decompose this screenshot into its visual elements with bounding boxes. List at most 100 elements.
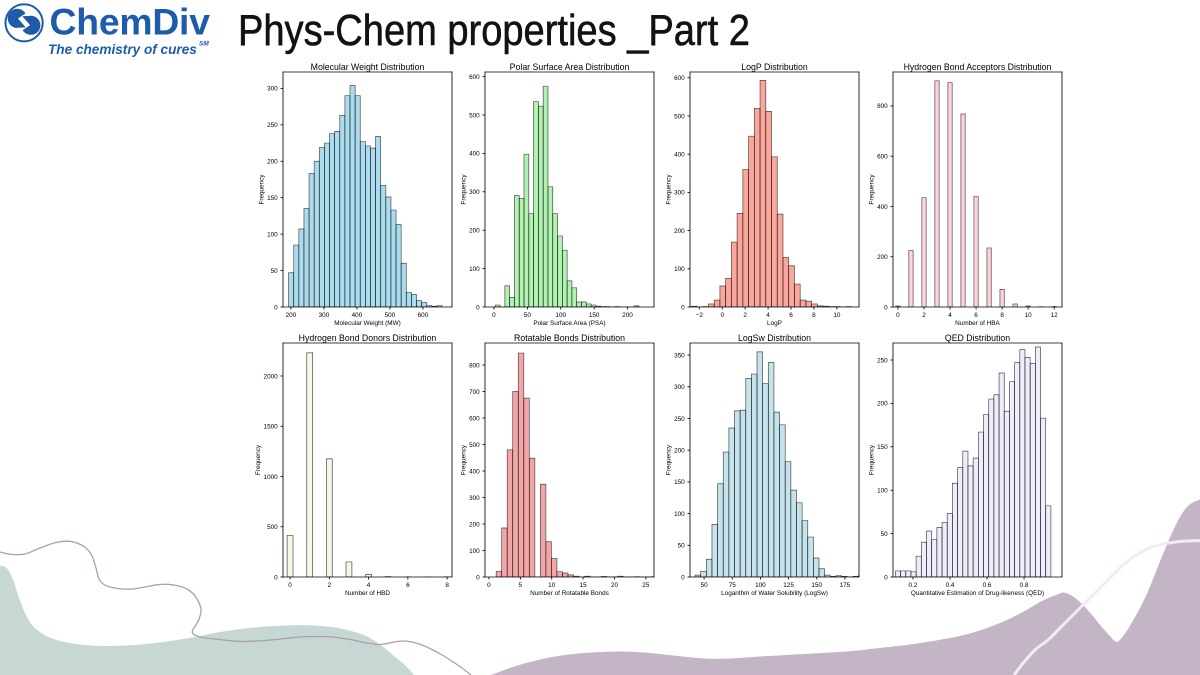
svg-text:0: 0: [884, 304, 888, 311]
svg-text:200: 200: [469, 228, 480, 235]
svg-text:Number of HBA: Number of HBA: [955, 320, 1000, 327]
svg-text:Quantitative Estimation of Dru: Quantitative Estimation of Drug-likeness…: [911, 590, 1044, 597]
svg-text:300: 300: [674, 190, 685, 197]
svg-text:600: 600: [674, 75, 685, 82]
svg-text:2: 2: [922, 312, 926, 319]
svg-text:8: 8: [445, 582, 449, 589]
svg-text:300: 300: [469, 189, 480, 196]
svg-text:Polar Surface Area (PSA): Polar Surface Area (PSA): [533, 320, 605, 327]
svg-text:0: 0: [487, 582, 491, 589]
svg-text:600: 600: [877, 154, 888, 161]
svg-text:250: 250: [267, 122, 278, 129]
svg-text:400: 400: [674, 151, 685, 158]
svg-text:SM: SM: [199, 41, 209, 48]
svg-text:10: 10: [548, 582, 556, 589]
svg-text:800: 800: [877, 103, 888, 110]
svg-text:125: 125: [783, 582, 794, 589]
svg-text:250: 250: [674, 416, 685, 423]
svg-text:300: 300: [469, 495, 480, 502]
svg-text:0: 0: [288, 582, 292, 589]
svg-text:500: 500: [674, 113, 685, 120]
svg-text:4: 4: [367, 582, 371, 589]
svg-text:0: 0: [884, 574, 888, 581]
svg-text:500: 500: [267, 524, 278, 531]
svg-text:8: 8: [1000, 312, 1004, 319]
svg-text:150: 150: [877, 444, 888, 451]
svg-text:600: 600: [418, 312, 429, 319]
svg-text:12: 12: [1051, 312, 1059, 319]
svg-text:Hydrogen Bond Acceptors Distri: Hydrogen Bond Acceptors Distribution: [904, 62, 1052, 72]
svg-text:250: 250: [877, 357, 888, 364]
svg-text:1000: 1000: [264, 474, 279, 481]
svg-text:Frequency: Frequency: [461, 174, 468, 205]
svg-text:500: 500: [469, 112, 480, 119]
svg-text:LogP Distribution: LogP Distribution: [741, 62, 808, 72]
svg-text:75: 75: [729, 582, 737, 589]
svg-text:350: 350: [674, 352, 685, 359]
svg-text:175: 175: [840, 582, 851, 589]
svg-text:400: 400: [469, 151, 480, 158]
svg-text:Molecular Weight Distribution: Molecular Weight Distribution: [311, 62, 425, 72]
svg-text:Number of HBD: Number of HBD: [345, 590, 390, 597]
svg-text:100: 100: [267, 231, 278, 238]
svg-text:500: 500: [385, 312, 396, 319]
svg-text:50: 50: [524, 312, 532, 319]
svg-text:5: 5: [519, 582, 523, 589]
svg-text:400: 400: [877, 204, 888, 211]
svg-text:20: 20: [611, 582, 619, 589]
svg-text:200: 200: [674, 447, 685, 454]
svg-text:2: 2: [328, 582, 332, 589]
svg-text:−2: −2: [696, 312, 704, 319]
svg-text:100: 100: [469, 266, 480, 273]
svg-text:Frequency: Frequency: [869, 444, 876, 475]
svg-text:0.2: 0.2: [909, 582, 918, 589]
svg-text:0: 0: [476, 304, 480, 311]
svg-text:300: 300: [674, 384, 685, 391]
svg-text:200: 200: [622, 312, 633, 319]
svg-text:QED Distribution: QED Distribution: [945, 333, 1010, 343]
svg-text:0: 0: [274, 304, 278, 311]
svg-text:4: 4: [766, 312, 770, 319]
svg-text:0.4: 0.4: [946, 582, 955, 589]
svg-text:LogSw Distribution: LogSw Distribution: [738, 333, 811, 343]
svg-text:0: 0: [681, 574, 685, 581]
svg-text:Number of Rotatable Bonds: Number of Rotatable Bonds: [530, 590, 609, 597]
svg-text:ChemDiv: ChemDiv: [50, 1, 211, 43]
svg-text:0.8: 0.8: [1020, 582, 1029, 589]
svg-text:The chemistry of cures: The chemistry of cures: [48, 42, 197, 57]
svg-text:150: 150: [811, 582, 822, 589]
svg-text:150: 150: [674, 479, 685, 486]
svg-text:Frequency: Frequency: [259, 174, 266, 205]
svg-text:50: 50: [271, 268, 279, 275]
svg-text:100: 100: [674, 511, 685, 518]
svg-text:2000: 2000: [264, 373, 279, 380]
svg-text:0: 0: [681, 304, 685, 311]
svg-text:Frequency: Frequency: [461, 444, 468, 475]
svg-text:50: 50: [881, 531, 889, 538]
svg-text:300: 300: [267, 86, 278, 93]
svg-text:0.6: 0.6: [983, 582, 992, 589]
svg-text:200: 200: [877, 254, 888, 261]
svg-text:Polar Surface Area Distributio: Polar Surface Area Distribution: [510, 62, 630, 72]
svg-text:LogP: LogP: [767, 320, 782, 327]
svg-text:6: 6: [406, 582, 410, 589]
svg-text:25: 25: [642, 582, 650, 589]
svg-text:0: 0: [720, 312, 724, 319]
svg-text:100: 100: [755, 582, 766, 589]
svg-text:600: 600: [469, 74, 480, 81]
svg-text:Frequency: Frequency: [666, 444, 673, 475]
svg-text:Rotatable Bonds Distribution: Rotatable Bonds Distribution: [514, 333, 625, 343]
svg-text:50: 50: [678, 543, 686, 550]
svg-text:10: 10: [1025, 312, 1033, 319]
svg-text:300: 300: [319, 312, 330, 319]
svg-text:200: 200: [469, 521, 480, 528]
svg-text:500: 500: [469, 442, 480, 449]
svg-text:200: 200: [286, 312, 297, 319]
svg-text:400: 400: [469, 468, 480, 475]
svg-text:Logarithm of Water Solubility: Logarithm of Water Solubility (LogSw): [721, 590, 828, 597]
svg-text:Molecular Weight (MW): Molecular Weight (MW): [334, 320, 400, 327]
svg-text:0: 0: [274, 574, 278, 581]
svg-text:50: 50: [701, 582, 709, 589]
svg-text:6: 6: [789, 312, 793, 319]
svg-text:15: 15: [580, 582, 588, 589]
